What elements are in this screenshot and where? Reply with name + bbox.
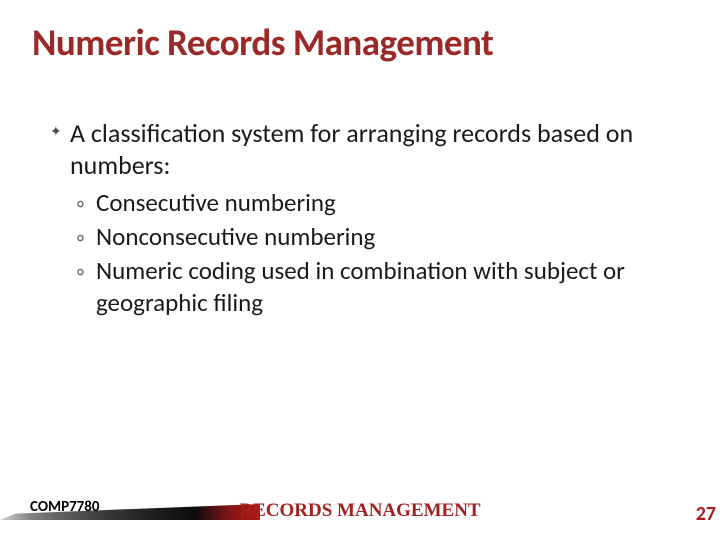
slide-footer: COMP7780 RECORDS MANAGEMENT 27 <box>0 486 720 540</box>
sub-bullet-text: Numeric coding used in combination with … <box>96 255 680 318</box>
list-item: ◦ Nonconsecutive numbering <box>76 221 680 253</box>
main-bullet-text: A classification system for arranging re… <box>70 118 680 181</box>
course-code: COMP7780 <box>30 498 99 516</box>
main-bullet: ✦ A classification system for arranging … <box>50 118 680 181</box>
slide: Numeric Records Management ✦ A classific… <box>0 0 720 540</box>
slide-title: Numeric Records Management <box>32 20 493 65</box>
sub-bullet-icon: ◦ <box>76 255 96 287</box>
bullet-icon: ✦ <box>50 118 70 138</box>
sub-bullet-icon: ◦ <box>76 187 96 219</box>
footer-title: RECORDS MANAGEMENT <box>239 500 480 522</box>
sub-bullet-list: ◦ Consecutive numbering ◦ Nonconsecutive… <box>76 187 680 318</box>
page-number: 27 <box>696 502 716 526</box>
list-item: ◦ Consecutive numbering <box>76 187 680 219</box>
body-content: ✦ A classification system for arranging … <box>50 118 680 320</box>
sub-bullet-text: Nonconsecutive numbering <box>96 221 375 252</box>
list-item: ◦ Numeric coding used in combination wit… <box>76 255 680 318</box>
sub-bullet-icon: ◦ <box>76 221 96 253</box>
sub-bullet-text: Consecutive numbering <box>96 187 336 218</box>
